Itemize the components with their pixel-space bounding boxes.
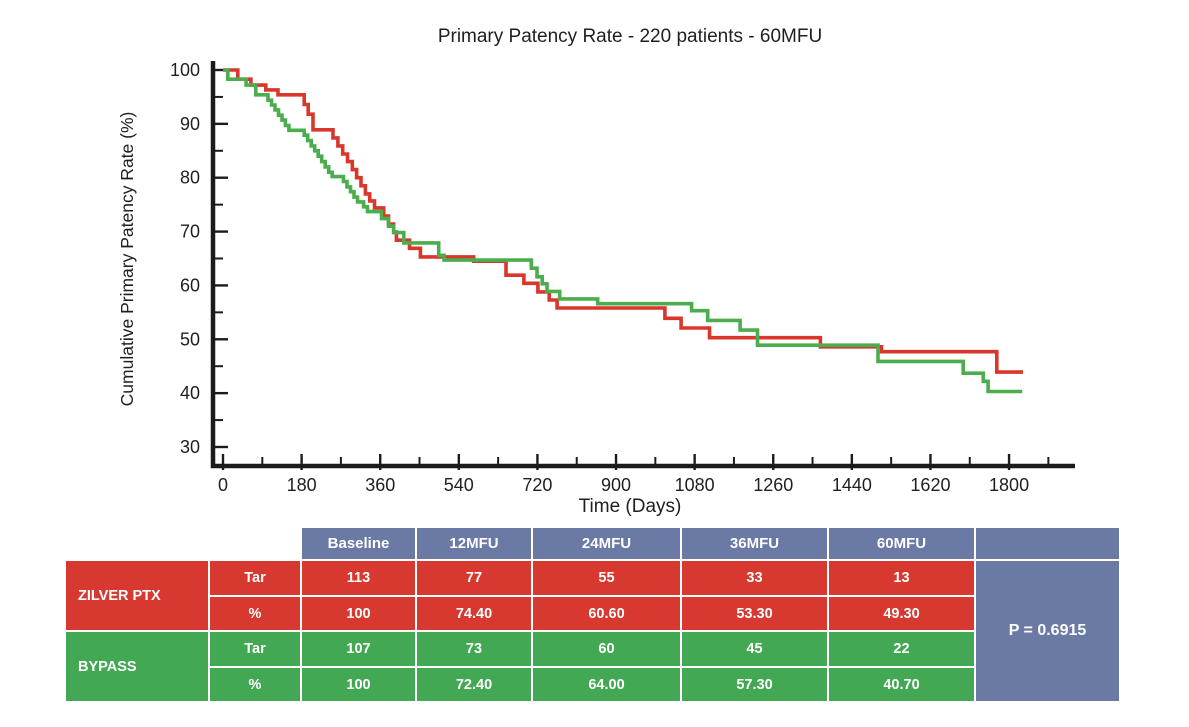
table-cell: 100 xyxy=(302,668,415,701)
row-sub-tar: Tar xyxy=(210,561,300,595)
table-cell: 113 xyxy=(302,561,415,595)
chart-title: Primary Patency Rate - 220 patients - 60… xyxy=(438,26,822,47)
col-header-empty xyxy=(976,528,1119,559)
x-tick-label: 1440 xyxy=(832,475,872,495)
table-cell: 72.40 xyxy=(417,668,531,701)
x-tick-label: 180 xyxy=(287,475,317,495)
y-tick-label: 30 xyxy=(180,437,200,457)
x-tick-label: 1260 xyxy=(753,475,793,495)
x-tick-label: 1800 xyxy=(989,475,1029,495)
y-tick-label: 50 xyxy=(180,329,200,349)
y-tick-label: 100 xyxy=(170,60,200,80)
row-group-bypass: BYPASS xyxy=(66,632,208,701)
col-header-60mfu: 60MFU xyxy=(829,528,974,559)
y-tick-label: 90 xyxy=(180,114,200,134)
table-cell: 40.70 xyxy=(829,668,974,701)
x-tick-label: 540 xyxy=(444,475,474,495)
table-cell: 73 xyxy=(417,632,531,666)
table-cell: 33 xyxy=(682,561,827,595)
col-header-12mfu: 12MFU xyxy=(417,528,531,559)
y-tick-label: 60 xyxy=(180,275,200,295)
series-path-bypass xyxy=(223,68,1023,394)
x-tick-label: 1620 xyxy=(910,475,950,495)
col-header-36mfu: 36MFU xyxy=(682,528,827,559)
table-cell: 107 xyxy=(302,632,415,666)
table-cell: 100 xyxy=(302,597,415,630)
y-axis-title: Cumulative Primary Patency Rate (%) xyxy=(117,112,137,407)
table-cell: 77 xyxy=(417,561,531,595)
row-sub-tar: Tar xyxy=(210,632,300,666)
header-spacer xyxy=(210,528,300,559)
table-cell: 13 xyxy=(829,561,974,595)
results-table: Baseline 12MFU 24MFU 36MFU 60MFU ZILVER … xyxy=(66,528,1119,701)
table-cell: 45 xyxy=(682,632,827,666)
x-tick-label: 720 xyxy=(522,475,552,495)
series-path-zilver-ptx xyxy=(223,68,1023,374)
table-cell: 55 xyxy=(533,561,680,595)
km-survival-chart: 100 90 80 70 60 50 40 30 0 180 360 540 720 900 1080 126… xyxy=(117,26,1075,517)
col-header-24mfu: 24MFU xyxy=(533,528,680,559)
x-tick-label: 1080 xyxy=(675,475,715,495)
x-tick-label: 0 xyxy=(218,475,228,495)
header-spacer xyxy=(66,528,208,559)
table-cell: 49.30 xyxy=(829,597,974,630)
y-tick-label: 70 xyxy=(180,222,200,242)
table-cell: 22 xyxy=(829,632,974,666)
table-cell: 53.30 xyxy=(682,597,827,630)
table-cell: 57.30 xyxy=(682,668,827,701)
table-cell: 60.60 xyxy=(533,597,680,630)
row-group-zilver-ptx: ZILVER PTX xyxy=(66,561,208,630)
y-tick-label: 80 xyxy=(180,168,200,188)
table-cell: 64.00 xyxy=(533,668,680,701)
p-value-cell: P = 0.6915 xyxy=(976,561,1119,701)
row-sub-pct: % xyxy=(210,597,300,630)
x-tick-label: 900 xyxy=(601,475,631,495)
y-tick-label: 40 xyxy=(180,383,200,403)
x-tick-label: 360 xyxy=(365,475,395,495)
x-axis-title: Time (Days) xyxy=(579,496,682,517)
row-sub-pct: % xyxy=(210,668,300,701)
col-header-baseline: Baseline xyxy=(302,528,415,559)
table-cell: 74.40 xyxy=(417,597,531,630)
table-cell: 60 xyxy=(533,632,680,666)
